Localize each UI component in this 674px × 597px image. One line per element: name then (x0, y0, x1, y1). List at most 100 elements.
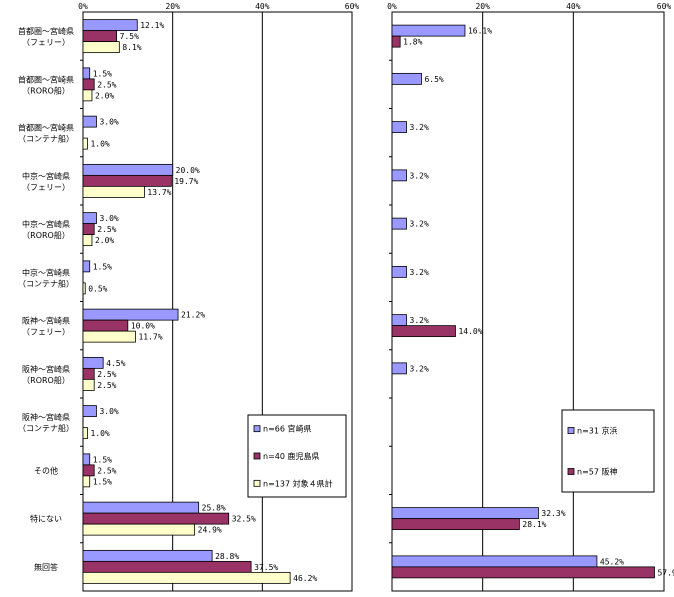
data-label: 3.2% (410, 123, 429, 132)
bar (391, 325, 456, 338)
data-label: 32.3% (541, 509, 565, 518)
bar (82, 282, 86, 295)
category-label: （フェリー） (22, 328, 70, 337)
category-label: （フェリー） (22, 38, 70, 47)
x-tick-label: 0% (387, 2, 397, 11)
bar (391, 507, 539, 520)
data-label: 19.7% (174, 177, 198, 186)
legend-box-2 (561, 409, 655, 493)
bar (82, 453, 91, 466)
bar (82, 308, 179, 321)
bar (82, 405, 97, 418)
category-label: （コンテナ船） (18, 278, 74, 288)
bar (82, 475, 91, 488)
bar (82, 137, 88, 150)
category-label: その他 (34, 465, 58, 475)
data-label: 3.0% (99, 118, 118, 127)
bar (391, 121, 407, 134)
category-label: 阪神～宮崎県 (22, 316, 70, 326)
bar (391, 217, 407, 230)
data-label: 37.5% (254, 563, 278, 572)
data-label: 1.5% (93, 69, 112, 78)
bar (391, 24, 466, 37)
bar (82, 549, 213, 562)
legend-label: n=57 阪神 (577, 467, 618, 477)
data-label: 3.2% (410, 364, 429, 373)
data-label: 3.2% (410, 268, 429, 277)
data-label: 24.9% (198, 526, 222, 535)
bar (82, 427, 88, 440)
category-label: 首都圏～宮崎県 (18, 26, 74, 36)
x-tick-label: 60% (345, 2, 360, 11)
bar (82, 464, 95, 477)
bar (391, 555, 598, 568)
bar (391, 566, 655, 579)
category-label: 首都圏～宮崎県 (18, 123, 74, 133)
data-label: 6.5% (424, 75, 443, 84)
bar (391, 314, 407, 327)
x-tick-label: 20% (475, 2, 490, 11)
bar (391, 362, 407, 375)
bar (391, 35, 401, 48)
category-label: （フェリー） (22, 183, 70, 192)
bar (391, 518, 520, 531)
category-label: （RORO船） (22, 85, 70, 95)
bar (82, 330, 136, 343)
bar (82, 185, 145, 198)
bar (82, 378, 95, 391)
data-label: 1.5% (93, 455, 112, 464)
data-label: 12.1% (140, 21, 164, 30)
bar (391, 72, 422, 85)
data-label: 11.7% (138, 333, 162, 342)
data-label: 2.0% (95, 236, 114, 245)
data-label: 28.1% (522, 520, 546, 529)
data-label: 2.5% (97, 80, 116, 89)
legend-box-1 (247, 414, 347, 498)
data-label: 1.5% (93, 262, 112, 271)
category-label: 中京～宮崎県 (22, 171, 70, 181)
bar (82, 367, 95, 380)
legend-swatch (253, 425, 261, 433)
plot-area-2 (391, 11, 665, 592)
data-label: 4.5% (106, 359, 125, 368)
data-label: 7.5% (120, 32, 139, 41)
category-label: 阪神～宮崎県 (22, 412, 70, 422)
bar (82, 260, 91, 273)
category-label: 特にない (30, 514, 62, 524)
data-label: 2.5% (97, 466, 116, 475)
bar (82, 523, 196, 536)
bar (82, 174, 172, 187)
data-label: 2.5% (97, 370, 116, 379)
data-label: 2.5% (97, 225, 116, 234)
legend-label: n=40 鹿児島県 (263, 451, 320, 461)
x-tick-label: 40% (566, 2, 581, 11)
data-label: 16.1% (468, 27, 492, 36)
legend-swatch (567, 427, 575, 434)
legend-swatch (567, 468, 575, 475)
x-tick-label: 20% (165, 2, 180, 11)
data-label: 13.7% (147, 188, 171, 197)
data-label: 0.5% (88, 284, 107, 293)
x-tick-label: 40% (255, 2, 270, 11)
bar (82, 115, 97, 128)
category-label: 中京～宮崎県 (22, 267, 70, 277)
data-label: 1.0% (90, 429, 109, 438)
bar (82, 19, 138, 32)
data-label: 3.0% (99, 214, 118, 223)
legend-label: n=31 京浜 (577, 426, 618, 436)
bar (82, 512, 230, 525)
bar (82, 501, 200, 514)
category-label: （RORO船） (22, 230, 70, 240)
data-label: 46.2% (293, 574, 317, 583)
data-label: 21.2% (181, 311, 205, 320)
legend-label: n=137 対象４県計 (263, 478, 333, 488)
bar (391, 169, 407, 182)
bar (82, 67, 91, 80)
category-label: （コンテナ船） (18, 134, 74, 144)
legend-swatch (253, 479, 261, 487)
data-label: 25.8% (202, 504, 226, 513)
x-tick-label: 60% (657, 2, 672, 11)
category-label: 中京～宮崎県 (22, 219, 70, 229)
